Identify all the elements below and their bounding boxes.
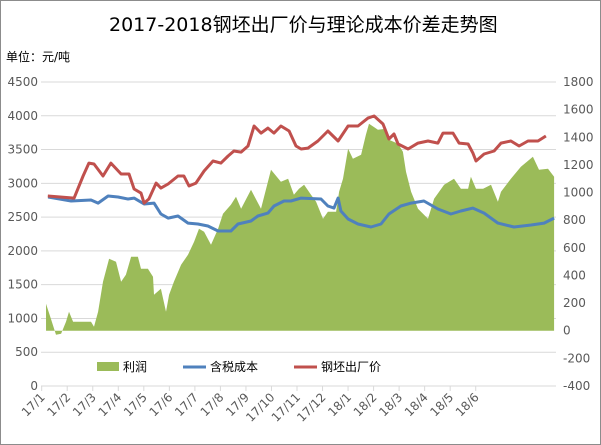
right-axis-tick-label: 1000 <box>563 186 594 200</box>
x-axis-tick-label: 17/12 <box>294 390 328 424</box>
x-axis-tick-label: 18/2 <box>351 390 380 419</box>
profit-area-layer <box>46 123 555 335</box>
x-axis-tick-label: 17/7 <box>172 390 201 419</box>
legend-swatch-profit <box>97 362 119 371</box>
right-axis-tick-label: 1600 <box>563 103 594 117</box>
right-axis-tick-label: 1800 <box>563 75 594 89</box>
legend-label-cost: 含税成本 <box>210 359 258 374</box>
x-axis-tick-label: 18/5 <box>427 390 456 419</box>
x-axis-tick-label: 17/5 <box>121 390 150 419</box>
legend: 利润 含税成本 钢坯出厂价 <box>97 359 381 374</box>
left-axis-tick-label: 1500 <box>7 278 38 292</box>
left-axis-tick-label: 1000 <box>7 311 38 325</box>
left-axis-tick-label: 4000 <box>7 109 38 123</box>
right-axis-tick-label: 1200 <box>563 158 594 172</box>
right-axis-tick-label: -400 <box>563 379 590 393</box>
right-axis-tick-label: 400 <box>563 268 586 282</box>
left-axis-tick-label: 3000 <box>7 176 38 190</box>
lines-layer <box>47 114 555 233</box>
profit-area <box>46 123 555 335</box>
legend-label-profit: 利润 <box>123 360 147 374</box>
right-axis-tick-label: 1400 <box>563 130 594 144</box>
right-axis-tick-label: 200 <box>563 296 586 310</box>
x-axis-tick-label: 17/4 <box>95 390 124 419</box>
x-axis-tick-label: 17/1 <box>19 390 48 419</box>
price-line <box>47 114 547 205</box>
left-axis-tick-label: 2000 <box>7 244 38 258</box>
left-axis-tick-label: 0 <box>30 379 38 393</box>
x-axis-tick-label: 18/3 <box>376 390 405 419</box>
x-axis-tick-label: 17/2 <box>44 390 73 419</box>
x-axis-tick-label: 17/6 <box>147 390 176 419</box>
chart-title: 2017-2018钢坯出厂价与理论成本价差走势图 <box>109 14 498 36</box>
left-axis-tick-label: 500 <box>15 345 38 359</box>
right-axis-tick-label: 600 <box>563 241 586 255</box>
x-axis-tick-label: 18/1 <box>325 390 354 419</box>
left-axis-tick-label: 2500 <box>7 210 38 224</box>
right-axis-tick-label: 800 <box>563 213 586 227</box>
left-axis-tick-label: 3500 <box>7 143 38 157</box>
x-axis-tick-label: 18/6 <box>453 390 482 419</box>
right-axis-tick-label: -200 <box>563 351 590 365</box>
x-axis-tick-label: 17/8 <box>198 390 227 419</box>
left-axis-tick-label: 4500 <box>7 75 38 89</box>
x-axis-tick-label: 17/3 <box>70 390 99 419</box>
x-axis-tick-label: 18/4 <box>402 390 431 419</box>
legend-label-price: 钢坯出厂价 <box>321 360 381 374</box>
right-axis-tick-label: 0 <box>563 324 571 338</box>
unit-label: 单位：元/吨 <box>6 49 70 64</box>
